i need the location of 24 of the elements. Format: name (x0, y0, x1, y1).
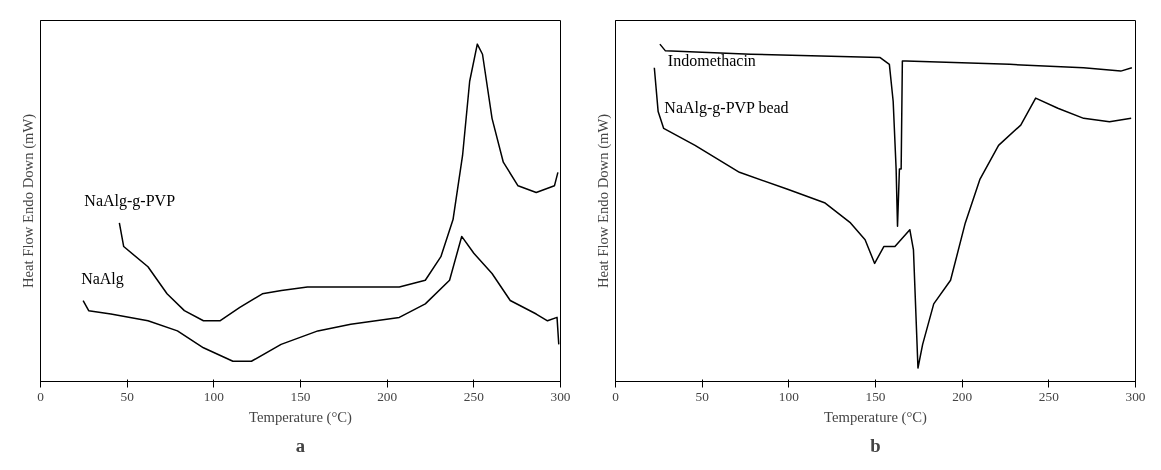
x-tick-label: 300 (550, 388, 571, 404)
x-tick-label: 250 (463, 388, 485, 404)
text: b (870, 434, 881, 456)
series-label: Indomethacin (667, 52, 756, 70)
x-tick-label: 250 (1038, 388, 1060, 404)
x-axis-title: Temperature (°C) (824, 408, 928, 426)
y-axis-title: Heat Flow Endo Down (mW) (19, 113, 37, 289)
series-label: NaAlg-g-PVP (84, 191, 176, 210)
x-tick-label: 50 (120, 388, 135, 404)
x-tick-label: 200 (952, 388, 973, 404)
x-tick-label: 0 (37, 388, 45, 404)
x-tick-label: 50 (695, 388, 710, 404)
x-tick-label: 150 (290, 388, 311, 404)
series-label: NaAlg-g-PVP bead (664, 99, 789, 118)
y-axis-title: Heat Flow Endo Down (mW) (594, 113, 612, 289)
x-tick-label: 300 (1125, 388, 1146, 404)
x-tick-label: 150 (865, 388, 886, 404)
x-tick-label: 100 (203, 388, 225, 404)
x-axis-title: Temperature (°C) (249, 408, 353, 426)
x-tick-label: 0 (612, 388, 620, 404)
x-tick-label: 100 (778, 388, 800, 404)
series-label: NaAlg (81, 269, 124, 288)
x-tick-label: 200 (377, 388, 398, 404)
text: a (295, 434, 306, 456)
